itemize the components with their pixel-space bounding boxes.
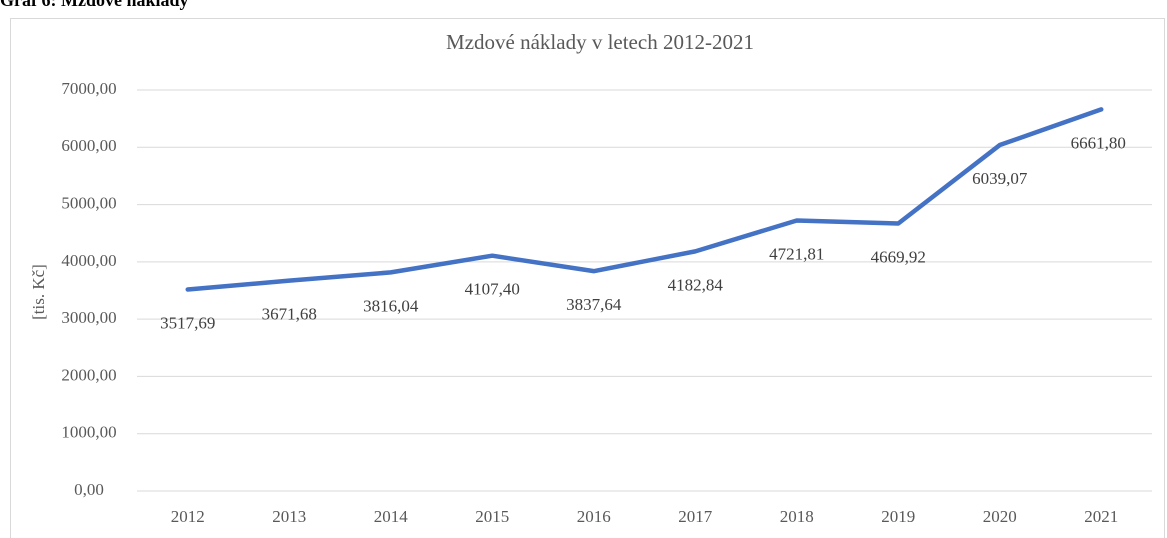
y-tick-label: 3000,00 (61, 308, 116, 327)
x-tick-label: 2017 (678, 507, 713, 526)
x-tick-label: 2014 (374, 507, 409, 526)
y-tick-label: 7000,00 (61, 79, 116, 98)
chart-frame (10, 18, 1165, 538)
data-label: 4107,40 (465, 280, 520, 299)
y-tick-label: 5000,00 (61, 193, 116, 212)
data-label: 3837,64 (566, 295, 622, 314)
y-tick-label: 6000,00 (61, 136, 116, 155)
data-label: 3517,69 (160, 313, 215, 332)
data-label: 4669,92 (871, 247, 926, 266)
data-label: 3671,68 (262, 305, 317, 324)
x-tick-label: 2019 (881, 507, 915, 526)
x-tick-label: 2012 (171, 507, 205, 526)
x-tick-label: 2016 (577, 507, 611, 526)
x-tick-label: 2020 (983, 507, 1017, 526)
y-tick-label: 2000,00 (61, 365, 116, 384)
x-tick-label: 2021 (1084, 507, 1118, 526)
data-line (185, 107, 1104, 292)
x-tick-label: 2015 (475, 507, 509, 526)
x-tick-label: 2013 (272, 507, 306, 526)
x-tick-label: 2018 (780, 507, 814, 526)
data-label: 6661,80 (1071, 133, 1126, 152)
figure-caption: Graf 6: Mzdové náklady (0, 0, 189, 10)
y-axis-label: [tis. Kč] (29, 264, 48, 320)
data-label: 4721,81 (769, 244, 824, 263)
y-tick-label: 1000,00 (61, 423, 116, 442)
chart-title: Mzdové náklady v letech 2012-2021 (446, 30, 754, 54)
y-tick-label: 0,00 (74, 480, 104, 499)
data-label: 6039,07 (972, 169, 1028, 188)
data-label: 3816,04 (363, 296, 419, 315)
data-label: 4182,84 (668, 275, 724, 294)
y-tick-label: 4000,00 (61, 251, 116, 270)
